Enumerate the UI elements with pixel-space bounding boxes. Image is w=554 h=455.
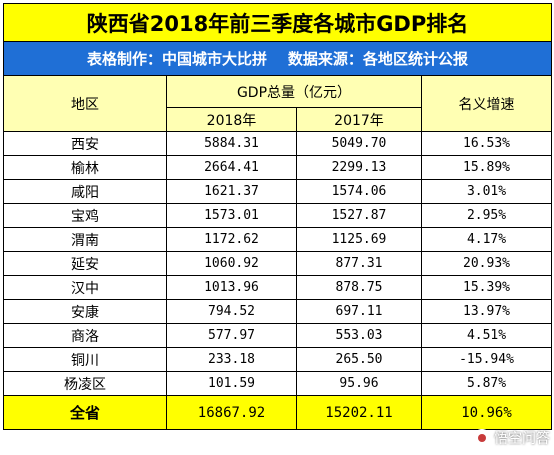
gdp-2018-cell: 577.97: [166, 323, 297, 348]
year-2017-header: 2017年: [296, 107, 422, 132]
year-2018-header: 2018年: [166, 107, 297, 132]
header-row: 地区 GDP总量（亿元） 名义增速: [3, 75, 553, 132]
gdp-2017-cell: 553.03: [296, 323, 422, 348]
gdp-2017-cell: 697.11: [296, 299, 422, 324]
growth-cell: 16.53%: [420, 131, 553, 156]
table-row: 安康 794.52 697.11 13.97%: [3, 299, 553, 324]
watermark: 悟空问答: [473, 426, 550, 450]
table-row: 延安 1060.92 877.31 20.93%: [3, 251, 553, 276]
gdp-2017-cell: 95.96: [296, 371, 422, 396]
region-cell: 全省: [3, 395, 167, 430]
gdp-2017-cell: 5049.70: [296, 131, 422, 156]
gdp-ranking-table: 陕西省2018年前三季度各城市GDP排名 表格制作：中国城市大比拼 数据来源：各…: [2, 3, 553, 430]
table-row: 铜川 233.18 265.50 -15.94%: [3, 347, 553, 372]
growth-cell: 3.01%: [420, 179, 553, 204]
region-cell: 延安: [3, 251, 167, 276]
wukong-logo-icon: [473, 429, 491, 447]
gdp-2018-cell: 2664.41: [166, 155, 297, 180]
region-cell: 榆林: [3, 155, 167, 180]
growth-cell: 15.89%: [420, 155, 553, 180]
table-row: 渭南 1172.62 1125.69 4.17%: [3, 227, 553, 252]
growth-cell: 20.93%: [420, 251, 553, 276]
growth-cell: 2.95%: [420, 203, 553, 228]
region-cell: 杨凌区: [3, 371, 167, 396]
table-row: 杨凌区 101.59 95.96 5.87%: [3, 371, 553, 396]
table-row: 榆林 2664.41 2299.13 15.89%: [3, 155, 553, 180]
region-cell: 铜川: [3, 347, 167, 372]
gdp-2018-cell: 794.52: [166, 299, 297, 324]
title-row: 陕西省2018年前三季度各城市GDP排名: [2, 3, 553, 42]
gdp-2017-cell: 2299.13: [296, 155, 422, 180]
watermark-text: 悟空问答: [494, 431, 550, 447]
gdp-2018-cell: 233.18: [166, 347, 297, 372]
region-cell: 渭南: [3, 227, 167, 252]
gdp-2018-cell: 1172.62: [166, 227, 297, 252]
gdp-2017-cell: 878.75: [296, 275, 422, 300]
growth-header: 名义增速: [420, 75, 553, 132]
gdp-2017-cell: 1125.69: [296, 227, 422, 252]
region-cell: 西安: [3, 131, 167, 156]
growth-cell: 4.51%: [420, 323, 553, 348]
source-credit: 表格制作：中国城市大比拼 数据来源：各地区统计公报: [2, 41, 553, 76]
gdp-2017-cell: 15202.11: [296, 395, 422, 430]
gdp-2017-cell: 877.31: [296, 251, 422, 276]
gdp-2018-cell: 1621.37: [166, 179, 297, 204]
growth-cell: 5.87%: [420, 371, 553, 396]
region-cell: 宝鸡: [3, 203, 167, 228]
table-title: 陕西省2018年前三季度各城市GDP排名: [2, 3, 553, 42]
table-row: 咸阳 1621.37 1574.06 3.01%: [3, 179, 553, 204]
table-row: 商洛 577.97 553.03 4.51%: [3, 323, 553, 348]
gdp-2017-cell: 1574.06: [296, 179, 422, 204]
gdp-2017-cell: 265.50: [296, 347, 422, 372]
table-row: 西安 5884.31 5049.70 16.53%: [3, 131, 553, 156]
region-cell: 咸阳: [3, 179, 167, 204]
region-header: 地区: [3, 75, 167, 132]
region-cell: 汉中: [3, 275, 167, 300]
growth-cell: -15.94%: [420, 347, 553, 372]
gdp-2017-cell: 1527.87: [296, 203, 422, 228]
region-cell: 商洛: [3, 323, 167, 348]
gdp-2018-cell: 1060.92: [166, 251, 297, 276]
table-row: 汉中 1013.96 878.75 15.39%: [3, 275, 553, 300]
gdp-2018-cell: 1573.01: [166, 203, 297, 228]
gdp-total-header: GDP总量（亿元）: [166, 75, 422, 108]
growth-cell: 13.97%: [420, 299, 553, 324]
growth-cell: 4.17%: [420, 227, 553, 252]
table-row: 宝鸡 1573.01 1527.87 2.95%: [3, 203, 553, 228]
growth-cell: 15.39%: [420, 275, 553, 300]
growth-cell: 10.96%: [420, 395, 553, 430]
gdp-2018-cell: 16867.92: [166, 395, 297, 430]
total-row: 全省 16867.92 15202.11 10.96%: [3, 395, 553, 430]
gdp-2018-cell: 101.59: [166, 371, 297, 396]
source-row: 表格制作：中国城市大比拼 数据来源：各地区统计公报: [2, 41, 553, 76]
gdp-2018-cell: 5884.31: [166, 131, 297, 156]
region-cell: 安康: [3, 299, 167, 324]
gdp-2018-cell: 1013.96: [166, 275, 297, 300]
year-header-row: 2018年 2017年: [4, 107, 552, 132]
